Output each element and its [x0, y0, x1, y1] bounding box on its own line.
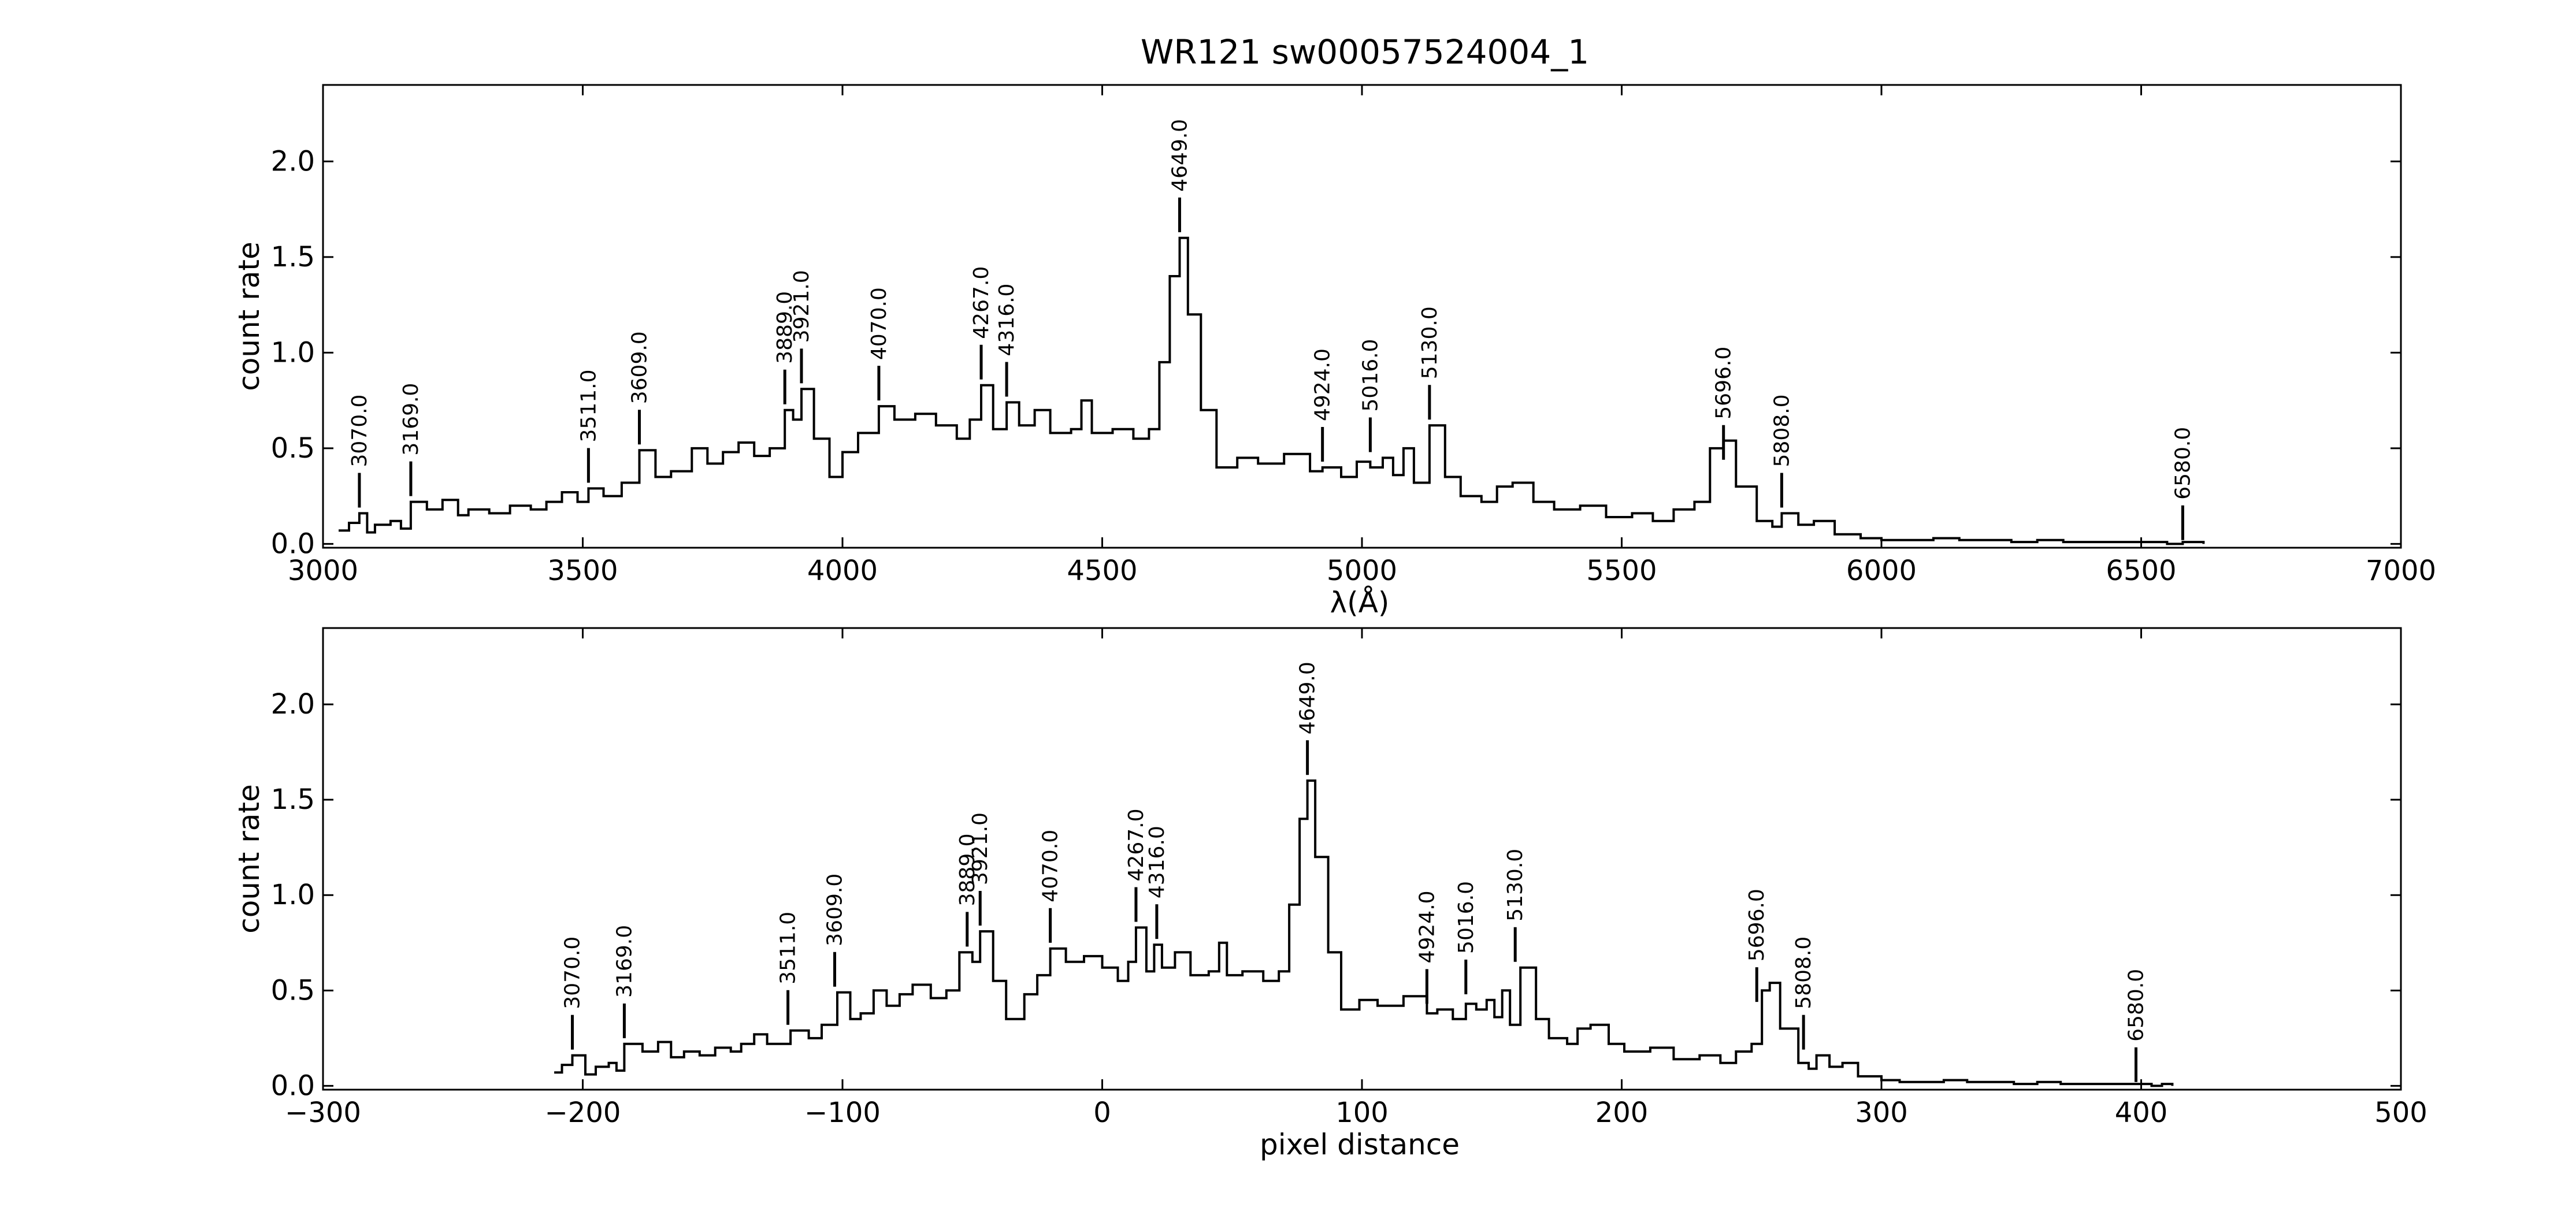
- line-marker-label: 3070.0: [561, 937, 585, 1009]
- x-tick-label: 6500: [2106, 555, 2176, 587]
- line-marker-label: 5808.0: [1792, 937, 1816, 1009]
- x-tick-label: −200: [545, 1097, 621, 1129]
- line-marker-label: 3169.0: [399, 383, 423, 456]
- line-marker-label: 4924.0: [1311, 348, 1335, 421]
- line-marker-label: 4070.0: [867, 287, 891, 360]
- line-marker-label: 3169.0: [613, 925, 636, 998]
- line-marker-label: 5696.0: [1745, 889, 1769, 961]
- y-tick-label: 2.0: [271, 688, 315, 720]
- x-axis-label: λ(Å): [1330, 586, 1390, 619]
- line-marker-label: 4070.0: [1039, 830, 1063, 902]
- x-tick-label: 0: [1093, 1097, 1111, 1129]
- x-axis-label: pixel distance: [1260, 1128, 1460, 1161]
- x-tick-label: 4000: [807, 555, 878, 587]
- line-marker-label: 5016.0: [1358, 339, 1382, 412]
- y-tick-label: 1.5: [271, 241, 315, 273]
- x-tick-label: 300: [1855, 1097, 1908, 1129]
- line-marker-label: 5016.0: [1454, 881, 1478, 954]
- line-marker-label: 5696.0: [1712, 347, 1736, 419]
- x-tick-label: 3500: [547, 555, 618, 587]
- y-tick-label: 1.0: [271, 879, 315, 911]
- bottom-panel-pixel-distance: −300 −200 −100 0 100 200 300 400 500 0.0 0.5 1.0 1.5…: [232, 627, 2427, 1161]
- line-marker-label: 5130.0: [1418, 306, 1442, 379]
- line-marker-label: 5130.0: [1504, 849, 1527, 922]
- y-tick-label: 0.5: [271, 432, 315, 465]
- y-axis-label: count rate: [232, 242, 266, 391]
- x-tick-label: 6000: [1846, 555, 1917, 587]
- y-axis-label: count rate: [232, 784, 266, 934]
- line-marker-label: 3921.0: [790, 270, 814, 343]
- x-tick-label: 500: [2374, 1097, 2427, 1129]
- line-marker-label: 3511.0: [777, 912, 800, 985]
- x-tick-label: 200: [1595, 1097, 1649, 1129]
- line-marker-label: 5808.0: [1770, 395, 1794, 467]
- line-marker-label: 4649.0: [1168, 119, 1192, 192]
- line-marker-label: 4267.0: [1124, 808, 1148, 881]
- figure-title: WR121 sw00057524004_1: [1141, 32, 1589, 72]
- line-marker-label: 6580.0: [2125, 969, 2148, 1042]
- line-marker-label: 6580.0: [2171, 427, 2195, 500]
- line-marker-label: 3889.0: [956, 833, 979, 906]
- line-marker-label: 4649.0: [1296, 662, 1320, 734]
- line-marker-label: 4316.0: [1145, 826, 1169, 898]
- spectrum-series-line: [554, 779, 2174, 1087]
- line-marker-label: 3889.0: [773, 291, 797, 364]
- x-tick-label: 400: [2115, 1097, 2168, 1129]
- x-tick-label: −300: [285, 1097, 361, 1129]
- x-tick-label: 7000: [2366, 555, 2436, 587]
- x-tick-label: 3000: [288, 555, 358, 587]
- line-marker-label: 3609.0: [628, 331, 651, 404]
- x-tick-label: 100: [1335, 1097, 1389, 1129]
- spectrum-series-line: [339, 236, 2205, 545]
- line-marker-label: 4924.0: [1415, 890, 1439, 963]
- axes-frame: [322, 84, 2402, 549]
- y-tick-label: 0.5: [271, 974, 315, 1006]
- line-marker-label: 3070.0: [348, 395, 372, 467]
- x-tick-label: 5000: [1327, 555, 1397, 587]
- axes-frame: [322, 627, 2402, 1091]
- x-tick-label: 5500: [1586, 555, 1657, 587]
- line-marker-label: 4316.0: [995, 284, 1019, 356]
- top-panel-wavelength: 3000 3500 4000 4500 5000 5500 6000 6500 7000 0.0 0…: [232, 84, 2436, 619]
- y-tick-label: 0.0: [271, 1069, 315, 1102]
- y-tick-label: 1.0: [271, 336, 315, 369]
- y-tick-label: 1.5: [271, 783, 315, 816]
- line-marker-label: 3609.0: [823, 874, 847, 946]
- line-marker-label: 4267.0: [970, 266, 993, 339]
- line-marker-label: 3511.0: [577, 369, 600, 442]
- y-tick-label: 2.0: [271, 145, 315, 177]
- y-tick-label: 0.0: [271, 528, 315, 560]
- line-marker-label: 3921.0: [968, 812, 992, 885]
- x-tick-label: 4500: [1067, 555, 1137, 587]
- x-tick-label: −100: [804, 1097, 881, 1129]
